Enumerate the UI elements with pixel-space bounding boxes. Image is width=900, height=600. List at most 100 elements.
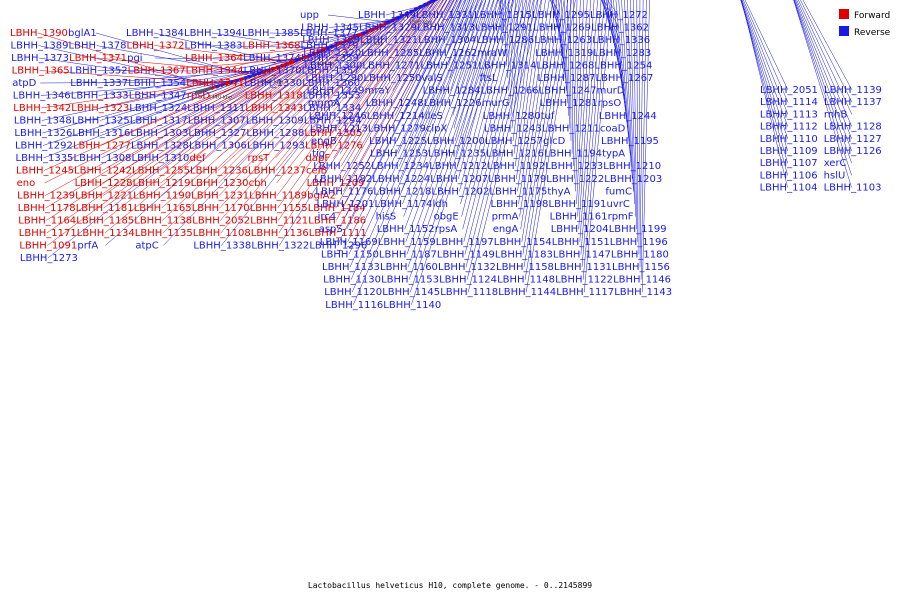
gene-label: LBHH_1178 bbox=[18, 203, 76, 214]
reverse-gene-arrow bbox=[215, 85, 222, 89]
gene-label: LBHH_1158 bbox=[496, 262, 554, 273]
gene-label: engB bbox=[311, 136, 337, 147]
leader-line bbox=[523, 0, 569, 268]
gene-label: LBHH_1290 bbox=[306, 73, 364, 84]
gene-label: LBHH_1106 bbox=[760, 170, 818, 181]
leader-line bbox=[516, 0, 542, 179]
gene-label: LBHH_1341 bbox=[186, 78, 244, 89]
leader-line bbox=[507, 0, 513, 79]
leader-line bbox=[389, 0, 437, 53]
gene-label: LBHH_1367 bbox=[128, 66, 186, 77]
leader-line bbox=[45, 65, 281, 209]
gene-label: LBHH_1133 bbox=[322, 262, 380, 273]
leader-line bbox=[580, 0, 602, 255]
leader-line bbox=[220, 20, 393, 221]
gene-label: LBHH_1216 bbox=[486, 149, 544, 160]
leader-line bbox=[743, 0, 789, 103]
gene-label: dapF bbox=[306, 153, 331, 164]
tick-label: 1400 kbp bbox=[310, 61, 334, 67]
gene-label: LBHH_1357 bbox=[302, 66, 360, 77]
gene-label: LBHH_1198 bbox=[491, 199, 549, 210]
leader-line bbox=[574, 0, 581, 179]
leader-line bbox=[583, 0, 612, 293]
gene-label: LBHH_1378 bbox=[69, 41, 127, 52]
gene-label: LBHH_1344 bbox=[186, 66, 244, 77]
gene-label: murD bbox=[597, 86, 625, 97]
gene-label: LBHH_1164 bbox=[18, 216, 76, 227]
leader-line bbox=[220, 18, 397, 234]
leader-line bbox=[578, 0, 595, 230]
gene-label: LBHH_1185 bbox=[76, 216, 134, 227]
gene-label: LBHH_1394 bbox=[184, 28, 242, 39]
leader-line bbox=[499, 0, 504, 28]
gene-label: LBHH_1379 bbox=[301, 41, 359, 52]
leader-line bbox=[522, 0, 565, 255]
gene-label: LBHH_1114 bbox=[760, 97, 818, 108]
gene-label: LBHH_1325 bbox=[72, 116, 130, 127]
gene-label: LBHH_1124 bbox=[439, 275, 497, 286]
forward-gene-arrow bbox=[262, 70, 269, 74]
gene-label: LBHH_1214 bbox=[367, 111, 425, 122]
gene-label: LBHH_1277 bbox=[73, 141, 131, 152]
leader-line bbox=[349, 0, 473, 268]
gene-label: LBHH_1139 bbox=[824, 85, 882, 96]
gene-label: LBHH_1303 bbox=[130, 128, 188, 139]
gene-label: LBHH_1373 bbox=[11, 53, 69, 64]
leader-line bbox=[335, 5, 423, 104]
leader-line bbox=[405, 0, 494, 242]
leader-line bbox=[105, 47, 331, 246]
leader-line bbox=[618, 0, 632, 167]
gene-label: LBHH_1280 bbox=[483, 111, 541, 122]
gene-label: LBHH_1151 bbox=[552, 237, 610, 248]
gene-label: LBHH_1327 bbox=[188, 128, 246, 139]
gene-label: xerC bbox=[824, 158, 847, 169]
gene-label: LBHH_1347 bbox=[129, 91, 187, 102]
leader-line bbox=[40, 81, 234, 84]
gene-label: LBHH_1121 bbox=[250, 216, 308, 227]
gene-label: LBHH_1317 bbox=[130, 116, 188, 127]
gene-label: LBHH_1250 bbox=[364, 73, 422, 84]
leader-line bbox=[508, 0, 517, 91]
gene-label: LBHH_1257 bbox=[485, 136, 543, 147]
gene-label: LBHH_1374 bbox=[243, 53, 301, 64]
gene-label: LBHH_1192 bbox=[487, 161, 545, 172]
reverse-gene-arrow bbox=[409, 9, 416, 14]
leader-line bbox=[601, 0, 622, 53]
gene-label: LBHH_1226 bbox=[424, 98, 482, 109]
leader-line bbox=[336, 0, 455, 221]
leader-line bbox=[333, 0, 442, 171]
leader-line bbox=[43, 70, 267, 171]
leader-line bbox=[603, 0, 620, 28]
leader-line bbox=[612, 0, 630, 142]
gene-label: LBHH_1109 bbox=[760, 146, 818, 157]
gene-label: LBHH_1154 bbox=[494, 237, 552, 248]
reverse-gene-arrow bbox=[330, 44, 337, 49]
gene-label: LBHH_1160 bbox=[380, 262, 438, 273]
leader-line bbox=[558, 0, 567, 91]
gene-label: tuf bbox=[541, 111, 555, 122]
gene-label: LBHH_1197 bbox=[436, 237, 494, 248]
gene-label: LBHH_1146 bbox=[613, 275, 671, 286]
gene-label: LBHH_1254 bbox=[594, 60, 652, 71]
gene-label: LBHH_1153 bbox=[381, 275, 439, 286]
leader-line bbox=[161, 38, 353, 209]
leader-line bbox=[155, 58, 302, 71]
leader-line bbox=[796, 0, 853, 127]
leader-line bbox=[219, 22, 388, 209]
gene-label: LBHH_1247 bbox=[539, 86, 597, 97]
gene-label: LBHH_1296 bbox=[309, 241, 367, 252]
gene-label: LBHH_1384 bbox=[126, 28, 184, 39]
gene-label: LBHH_1338 bbox=[193, 241, 251, 252]
gene-label: LBHH_1213 bbox=[310, 123, 368, 134]
gene-label: LBHH_1194 bbox=[544, 149, 602, 160]
leader-line bbox=[385, 5, 424, 16]
gene-label: LBHH_1330 bbox=[244, 78, 302, 89]
forward-gene-arrow bbox=[370, 27, 377, 32]
gene-label: LBHH_1209 bbox=[307, 178, 365, 189]
leader-line bbox=[581, 0, 605, 268]
gene-label: LBHH_1122 bbox=[555, 275, 613, 286]
leader-line bbox=[615, 0, 631, 154]
gene-label: rpmF bbox=[608, 212, 634, 223]
leader-line bbox=[455, 0, 499, 154]
gene-label: LBHH_1284 bbox=[423, 86, 481, 97]
